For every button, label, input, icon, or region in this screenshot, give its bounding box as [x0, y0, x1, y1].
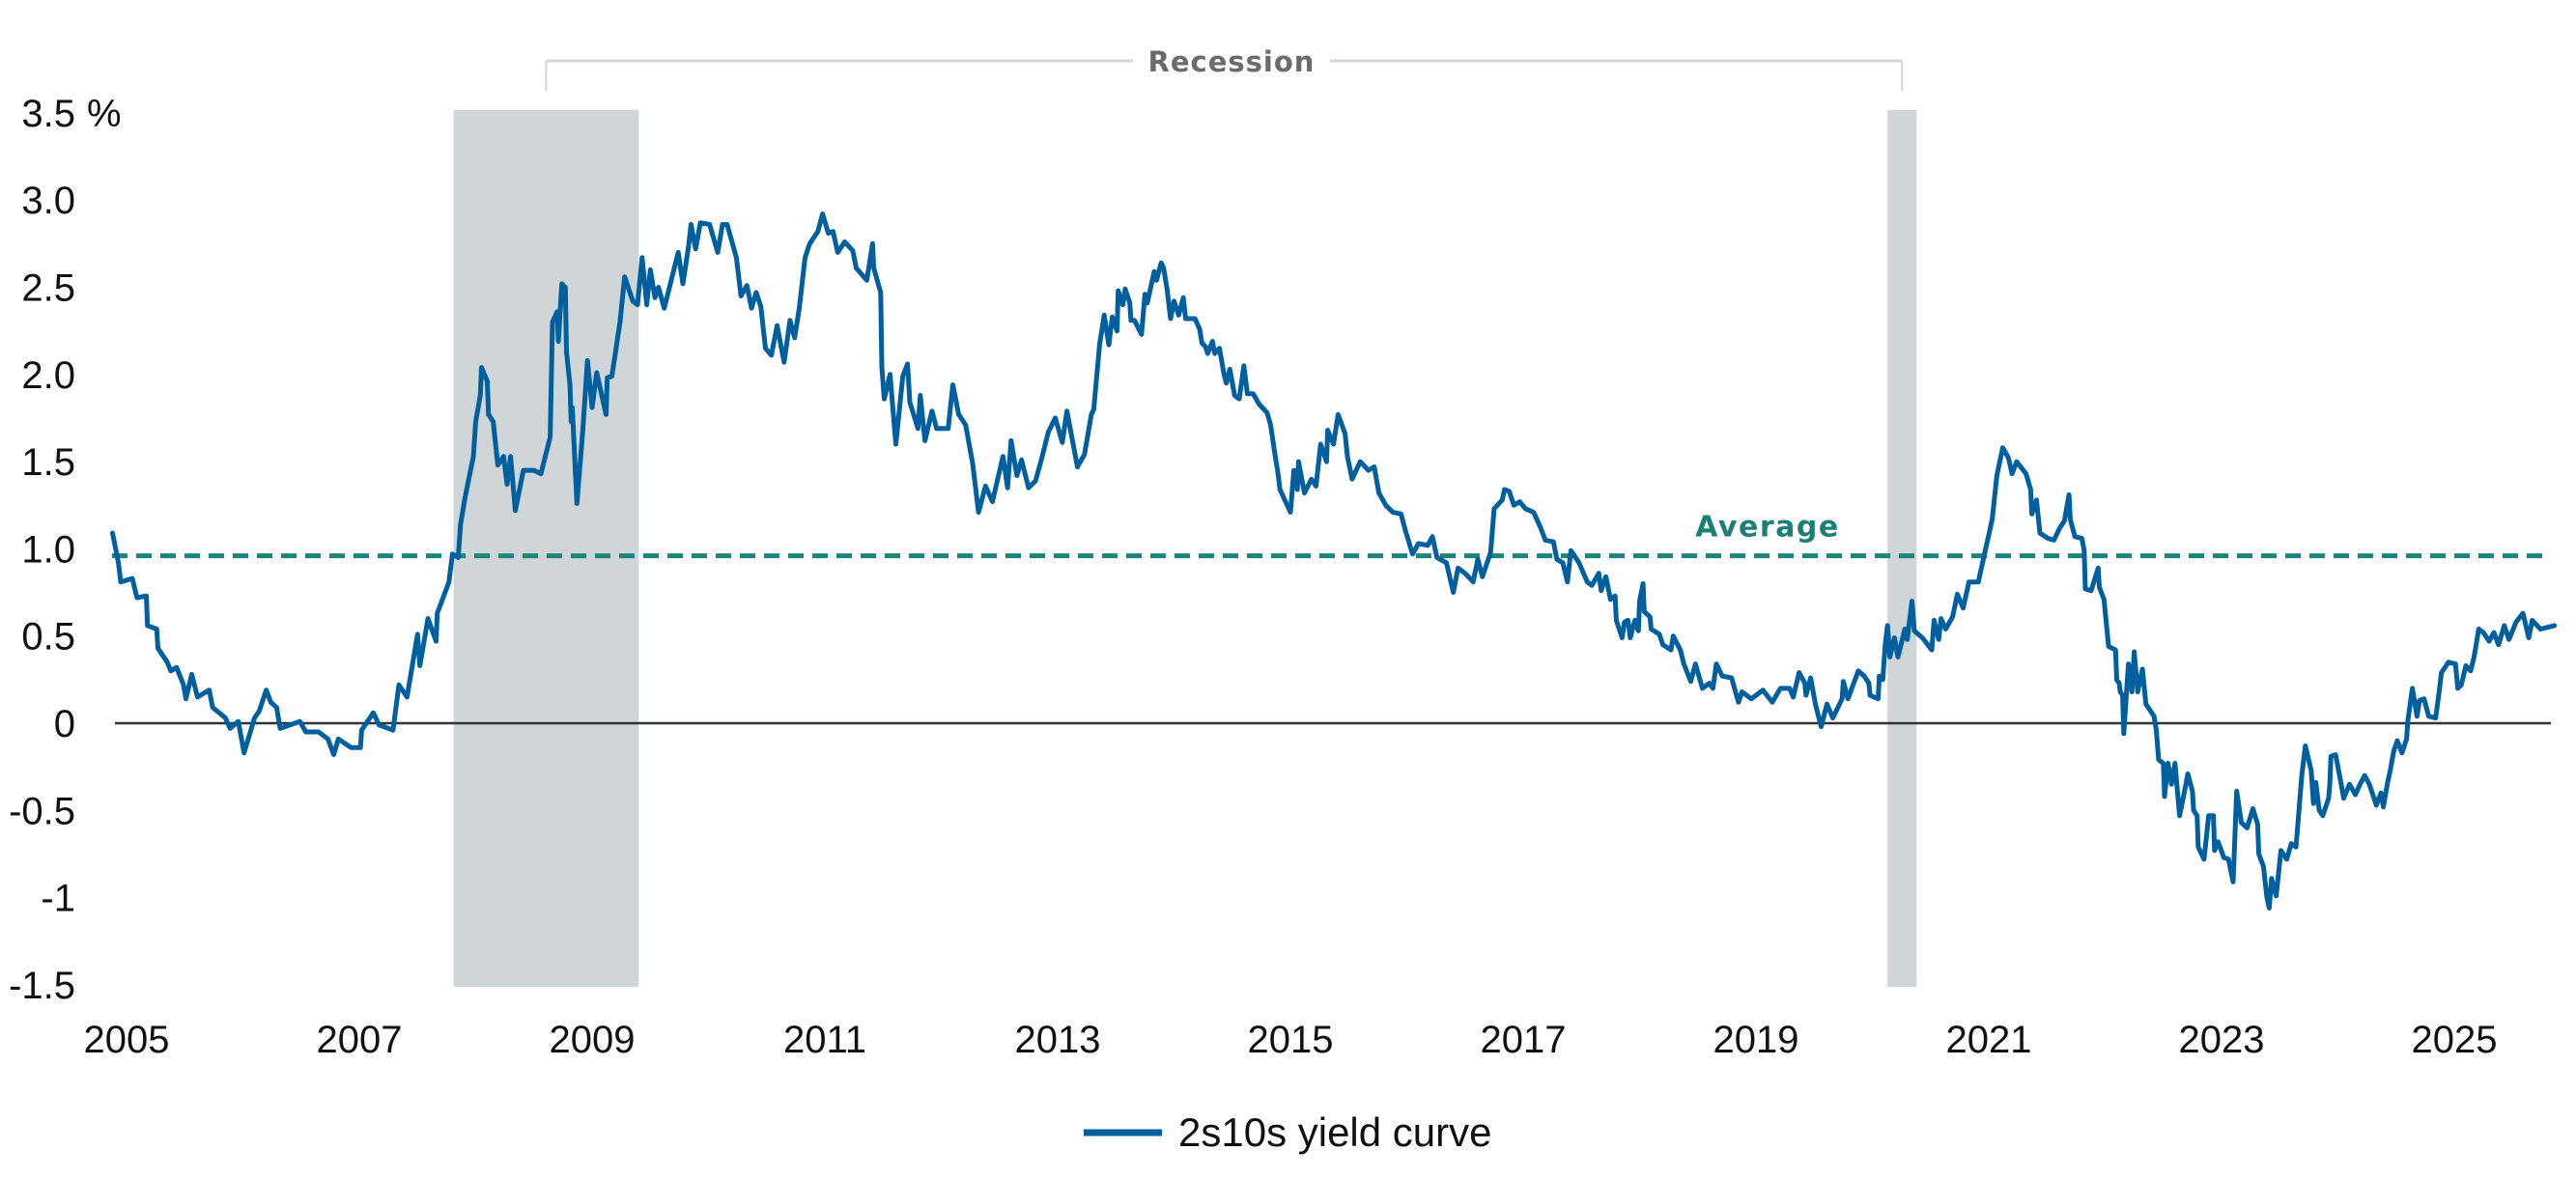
y-tick-label: 2.5: [21, 267, 75, 310]
x-tick-label: 2007: [317, 1019, 403, 1061]
legend-label-2s10s: 2s10s yield curve: [1178, 1109, 1492, 1155]
x-tick-label: 2005: [84, 1019, 170, 1061]
x-tick-label: 2013: [1015, 1019, 1101, 1061]
recession-band-2: [1887, 109, 1917, 987]
recession-label: Recession: [1148, 45, 1316, 78]
y-tick-label: 0: [54, 703, 75, 745]
recession-bracket: Recession: [545, 45, 1904, 91]
recession-band-1: [453, 109, 639, 987]
y-axis-unit: %: [87, 93, 122, 135]
y-tick-label: -0.5: [9, 790, 75, 832]
x-tick-label: 2019: [1713, 1019, 1799, 1061]
x-tick-label: 2015: [1248, 1019, 1334, 1061]
x-tick-label: 2023: [2179, 1019, 2265, 1061]
series-line-2s10s: [110, 211, 2558, 911]
x-axis-tick-labels: 2005 2007 2009 2011 2013 2015 2017 2019 2021 2023…: [84, 1019, 2498, 1061]
x-tick-label: 2009: [550, 1019, 636, 1061]
x-tick-label: 2025: [2412, 1019, 2498, 1061]
x-tick-label: 2017: [1481, 1019, 1567, 1061]
y-axis-tick-labels: 3.5 3.0 2.5 2.0 1.5 1.0 0.5 0 -0.5 -1 -1.5%: [9, 93, 122, 1007]
y-tick-label: -1.5: [9, 965, 75, 1007]
y-tick-label: -1: [41, 878, 75, 920]
average-label: Average: [1695, 511, 1839, 545]
y-tick-label: 1.0: [21, 528, 75, 571]
legend: 2s10s yield curve: [1084, 1109, 1492, 1155]
y-tick-label: 3.0: [21, 180, 75, 222]
y-tick-label: 3.5: [21, 93, 75, 135]
recession-shading-group: [453, 109, 1917, 987]
y-tick-label: 0.5: [21, 616, 75, 659]
y-tick-label: 2.0: [21, 354, 75, 397]
x-tick-label: 2021: [1946, 1019, 2032, 1061]
y-tick-label: 1.5: [21, 441, 75, 484]
x-tick-label: 2011: [783, 1019, 866, 1061]
